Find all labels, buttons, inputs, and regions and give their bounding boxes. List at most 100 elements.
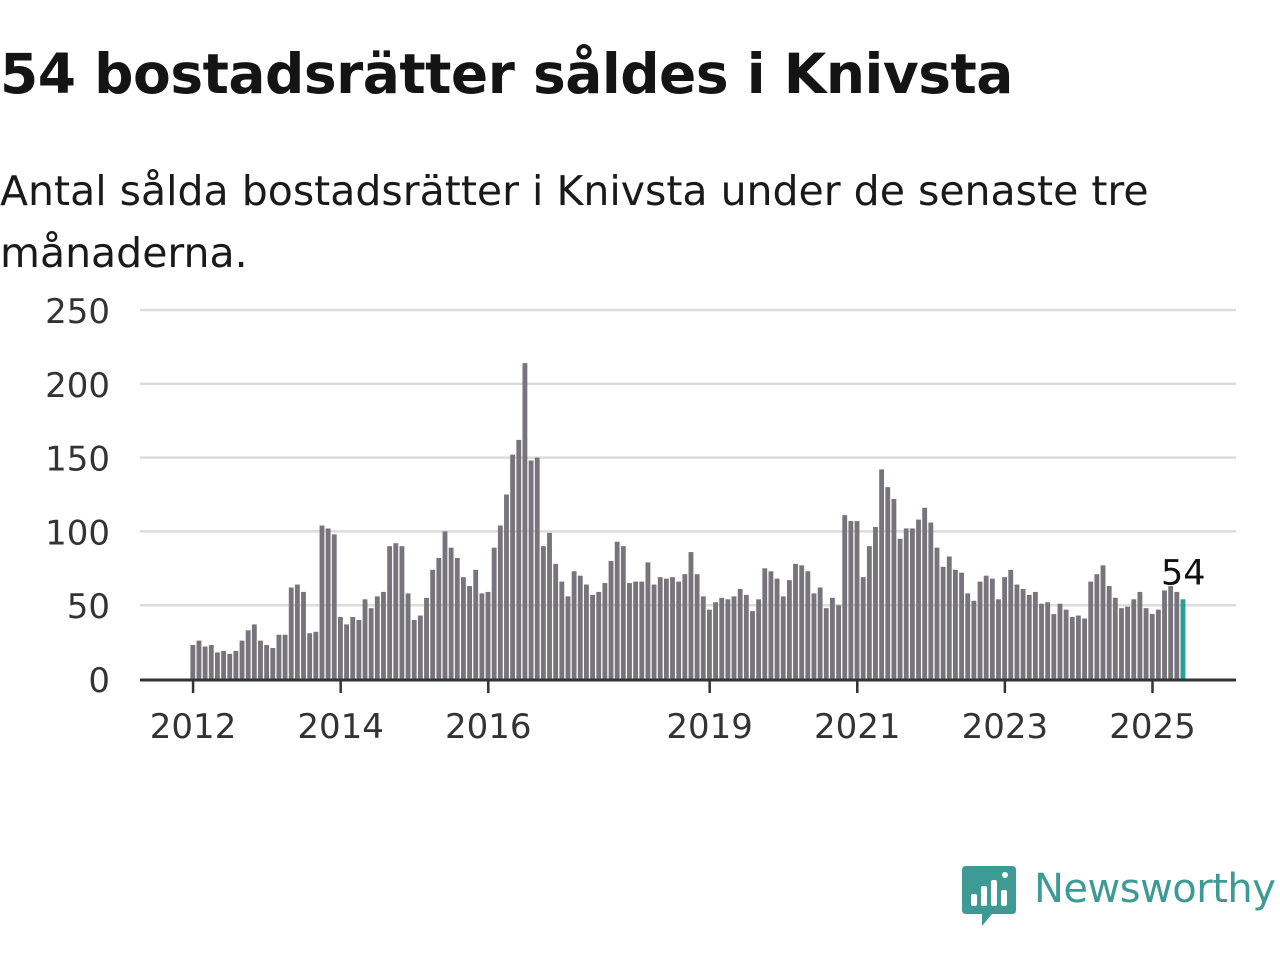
bar bbox=[534, 457, 540, 679]
bar bbox=[743, 594, 749, 679]
x-tick-label: 2016 bbox=[445, 707, 532, 747]
bar bbox=[1008, 569, 1014, 679]
bar bbox=[264, 645, 270, 679]
bar bbox=[1137, 591, 1143, 679]
bar bbox=[1174, 591, 1180, 679]
bar bbox=[270, 648, 276, 679]
bar bbox=[596, 591, 602, 679]
bar bbox=[1045, 602, 1051, 679]
bar bbox=[436, 557, 442, 679]
bar bbox=[805, 571, 811, 679]
bar bbox=[750, 611, 755, 679]
bar bbox=[916, 519, 921, 679]
bar bbox=[368, 608, 374, 679]
bar bbox=[885, 487, 891, 679]
bar bbox=[651, 584, 657, 679]
bar bbox=[725, 599, 731, 679]
bar bbox=[922, 507, 928, 679]
bar bbox=[510, 454, 516, 679]
bar bbox=[946, 556, 952, 679]
bar bbox=[381, 591, 386, 679]
bar bbox=[1112, 597, 1118, 679]
bar bbox=[1162, 590, 1167, 679]
bar bbox=[737, 588, 743, 679]
bar bbox=[233, 650, 239, 679]
bar bbox=[208, 645, 214, 679]
bar bbox=[719, 597, 725, 679]
bar bbox=[479, 593, 485, 679]
bar bbox=[485, 591, 491, 679]
x-tick-label: 2023 bbox=[962, 707, 1049, 747]
bar bbox=[288, 587, 294, 679]
bar bbox=[934, 547, 940, 679]
bar bbox=[553, 563, 559, 679]
bar bbox=[670, 577, 675, 679]
bar bbox=[1002, 577, 1008, 679]
gridlines bbox=[140, 308, 1236, 607]
bar bbox=[1168, 586, 1174, 679]
bar bbox=[854, 521, 860, 679]
bars bbox=[190, 363, 1186, 679]
bar bbox=[473, 569, 479, 679]
x-axis-ticks: 2012 2014 2016 2019 2021 2023 2025 bbox=[150, 679, 1196, 747]
bar bbox=[1149, 614, 1155, 679]
bar bbox=[688, 552, 694, 679]
bar-chart: 0 50 100 150 200 250 2012 2014 2016 2019 2021 2023… bbox=[45, 292, 1236, 747]
bar bbox=[411, 619, 417, 679]
bar bbox=[294, 584, 300, 679]
x-tick-label: 2025 bbox=[1109, 707, 1196, 747]
bar bbox=[559, 581, 565, 679]
bar bbox=[1131, 599, 1137, 679]
x-tick-label: 2012 bbox=[150, 707, 237, 747]
bar bbox=[731, 596, 737, 679]
bar bbox=[774, 578, 780, 679]
bar bbox=[313, 631, 319, 679]
bar bbox=[1094, 574, 1100, 679]
bar bbox=[928, 522, 934, 679]
bar bbox=[768, 571, 774, 679]
bar bbox=[903, 528, 909, 679]
bar bbox=[1106, 586, 1112, 679]
bar bbox=[977, 581, 983, 679]
bar bbox=[633, 581, 639, 679]
bar bbox=[836, 605, 841, 679]
bar bbox=[276, 634, 282, 679]
bar bbox=[713, 602, 718, 679]
bar bbox=[356, 619, 362, 679]
bar bbox=[325, 528, 331, 679]
bar bbox=[362, 599, 368, 679]
bar bbox=[909, 528, 915, 679]
bar bbox=[1051, 614, 1057, 679]
bar bbox=[1057, 603, 1063, 679]
chart-subtitle: Antal sålda bostadsrätter i Knivsta unde… bbox=[0, 167, 1149, 277]
bar bbox=[657, 577, 663, 679]
x-tick-label: 2021 bbox=[814, 707, 901, 747]
bar bbox=[258, 640, 263, 679]
bar bbox=[1014, 584, 1020, 679]
bar bbox=[504, 494, 509, 679]
bar bbox=[319, 525, 325, 679]
bar bbox=[1088, 581, 1094, 679]
y-tick-label: 0 bbox=[88, 661, 110, 701]
y-tick-label: 200 bbox=[45, 366, 110, 406]
bar bbox=[1143, 608, 1149, 679]
bar bbox=[448, 547, 454, 679]
bar bbox=[756, 599, 762, 679]
bar bbox=[786, 580, 792, 679]
bar bbox=[983, 575, 989, 679]
bar bbox=[282, 634, 288, 679]
bar bbox=[1082, 618, 1087, 679]
bar bbox=[547, 532, 552, 679]
bar bbox=[971, 600, 977, 679]
bar bbox=[1125, 606, 1131, 679]
bar bbox=[620, 546, 626, 679]
y-tick-label: 250 bbox=[45, 292, 110, 332]
bar bbox=[215, 652, 220, 679]
bar bbox=[873, 526, 878, 679]
bar bbox=[1155, 609, 1161, 679]
bar bbox=[239, 640, 245, 679]
bar bbox=[676, 581, 682, 679]
bar bbox=[227, 653, 233, 679]
bar bbox=[301, 591, 306, 679]
y-tick-label: 150 bbox=[45, 440, 110, 480]
